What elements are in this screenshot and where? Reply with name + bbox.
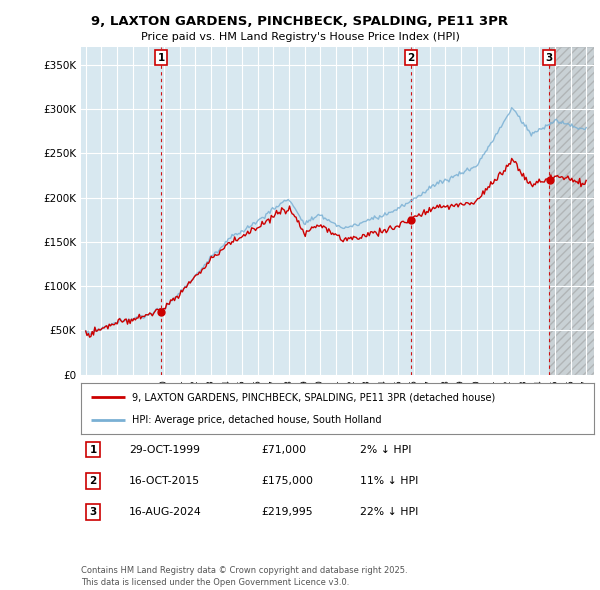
Text: 11% ↓ HPI: 11% ↓ HPI bbox=[360, 476, 418, 486]
Text: 2: 2 bbox=[407, 53, 415, 63]
Text: 16-OCT-2015: 16-OCT-2015 bbox=[129, 476, 200, 486]
Text: £71,000: £71,000 bbox=[261, 445, 306, 454]
Text: HPI: Average price, detached house, South Holland: HPI: Average price, detached house, Sout… bbox=[133, 415, 382, 425]
Text: 1: 1 bbox=[158, 53, 165, 63]
Text: 2: 2 bbox=[89, 476, 97, 486]
Text: 1: 1 bbox=[89, 445, 97, 454]
Text: 3: 3 bbox=[89, 507, 97, 517]
Text: 22% ↓ HPI: 22% ↓ HPI bbox=[360, 507, 418, 517]
Text: £219,995: £219,995 bbox=[261, 507, 313, 517]
Text: 3: 3 bbox=[545, 53, 553, 63]
Text: Contains HM Land Registry data © Crown copyright and database right 2025.
This d: Contains HM Land Registry data © Crown c… bbox=[81, 566, 407, 587]
Text: £175,000: £175,000 bbox=[261, 476, 313, 486]
Bar bbox=[549, 47, 600, 375]
Text: 9, LAXTON GARDENS, PINCHBECK, SPALDING, PE11 3PR: 9, LAXTON GARDENS, PINCHBECK, SPALDING, … bbox=[91, 15, 509, 28]
Text: Price paid vs. HM Land Registry's House Price Index (HPI): Price paid vs. HM Land Registry's House … bbox=[140, 32, 460, 42]
Text: 16-AUG-2024: 16-AUG-2024 bbox=[129, 507, 202, 517]
Text: 29-OCT-1999: 29-OCT-1999 bbox=[129, 445, 200, 454]
Text: 9, LAXTON GARDENS, PINCHBECK, SPALDING, PE11 3PR (detached house): 9, LAXTON GARDENS, PINCHBECK, SPALDING, … bbox=[133, 392, 496, 402]
Text: 2% ↓ HPI: 2% ↓ HPI bbox=[360, 445, 412, 454]
